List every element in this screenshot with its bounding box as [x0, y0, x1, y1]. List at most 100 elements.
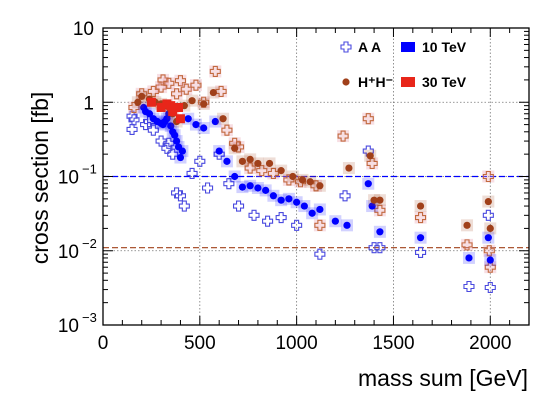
legend-marker-cross — [340, 41, 352, 53]
data-point — [308, 209, 316, 217]
legend-marker-box — [401, 42, 415, 52]
data-point — [167, 148, 179, 160]
data-point — [215, 147, 223, 155]
data-point — [254, 159, 262, 168]
data-point — [145, 110, 154, 118]
series-2 — [137, 101, 497, 267]
y-tick-label: 1 — [83, 93, 94, 114]
data-point — [147, 124, 159, 136]
x-tick-label: 2000 — [469, 333, 511, 354]
data-point — [345, 164, 353, 172]
y-tick-label: 10 — [58, 168, 79, 189]
data-point — [184, 115, 192, 123]
data-point — [171, 88, 183, 100]
data-point — [463, 221, 471, 229]
data-point — [306, 178, 314, 186]
y-tick-exponent: −3 — [82, 310, 97, 325]
data-point — [223, 178, 235, 190]
data-point — [370, 196, 378, 204]
y-tick-exponent: −1 — [82, 162, 97, 177]
data-point — [314, 219, 326, 231]
data-point — [316, 205, 324, 214]
data-point — [289, 172, 297, 181]
data-point — [285, 195, 293, 203]
data-point — [374, 242, 386, 254]
data-point — [171, 187, 183, 199]
data-point — [140, 119, 152, 131]
data-point — [482, 170, 494, 183]
data-point — [211, 117, 219, 126]
data-point — [200, 124, 208, 132]
data-point — [198, 96, 210, 108]
series-0 — [126, 110, 496, 294]
data-point — [339, 190, 351, 202]
data-point — [376, 228, 384, 236]
data-point — [463, 280, 475, 293]
data-point — [244, 162, 256, 174]
data-point — [482, 209, 494, 221]
data-point — [483, 245, 495, 257]
data-point — [416, 234, 425, 242]
data-point — [486, 224, 494, 232]
data-point — [209, 88, 217, 97]
data-point — [223, 157, 231, 165]
data-point — [376, 196, 384, 204]
data-point — [126, 110, 138, 122]
y-axis-title: cross section [fb] — [27, 92, 53, 265]
data-point — [231, 144, 239, 152]
x-axis-title: mass sum [GeV] — [358, 365, 528, 391]
x-tick-label: 0 — [98, 333, 109, 354]
data-point — [300, 202, 308, 210]
data-point — [166, 101, 176, 111]
data-point — [176, 153, 185, 162]
legend-label: 10 TeV — [422, 39, 467, 55]
data-point — [277, 167, 285, 175]
data-point — [126, 123, 138, 136]
data-point — [362, 113, 374, 125]
x-tick-label: 1500 — [372, 333, 414, 354]
data-point — [138, 92, 146, 100]
data-point — [265, 159, 274, 168]
data-point — [331, 217, 339, 225]
data-point — [248, 209, 260, 221]
data-point — [267, 167, 279, 179]
legend-label: 30 TeV — [422, 74, 467, 90]
data-point — [128, 114, 140, 126]
data-point — [168, 107, 178, 117]
data-point — [298, 176, 307, 184]
data-point — [194, 155, 206, 167]
data-point — [190, 79, 202, 91]
legend: A A 10 TeV H⁺H⁻ 30 TeV — [340, 39, 467, 90]
data-point — [175, 114, 185, 124]
data-point — [275, 211, 287, 224]
x-tick-label: 500 — [184, 333, 216, 354]
data-point — [291, 219, 303, 231]
data-point — [188, 97, 196, 105]
legend-label: A A — [358, 39, 381, 55]
series-4 — [146, 97, 185, 124]
legend-label: H⁺H⁻ — [358, 74, 393, 90]
data-point — [186, 167, 198, 179]
data-point — [161, 142, 173, 154]
data-point — [163, 77, 175, 89]
data-point — [293, 198, 301, 206]
data-point — [256, 165, 268, 177]
data-point — [202, 182, 214, 194]
data-point — [174, 190, 187, 202]
legend-marker-dot — [342, 78, 350, 86]
data-point — [209, 65, 221, 77]
data-point — [215, 85, 227, 97]
data-point — [172, 137, 181, 145]
y-tick-label: 10 — [58, 316, 79, 337]
y-tick-exponent: −2 — [82, 236, 97, 251]
data-point — [314, 248, 326, 260]
data-point — [163, 137, 175, 149]
data-point — [221, 124, 233, 136]
data-point — [366, 157, 378, 169]
y-tick-label: 10 — [73, 19, 94, 40]
data-point — [174, 75, 187, 87]
data-point — [484, 234, 492, 242]
data-point — [146, 97, 156, 107]
